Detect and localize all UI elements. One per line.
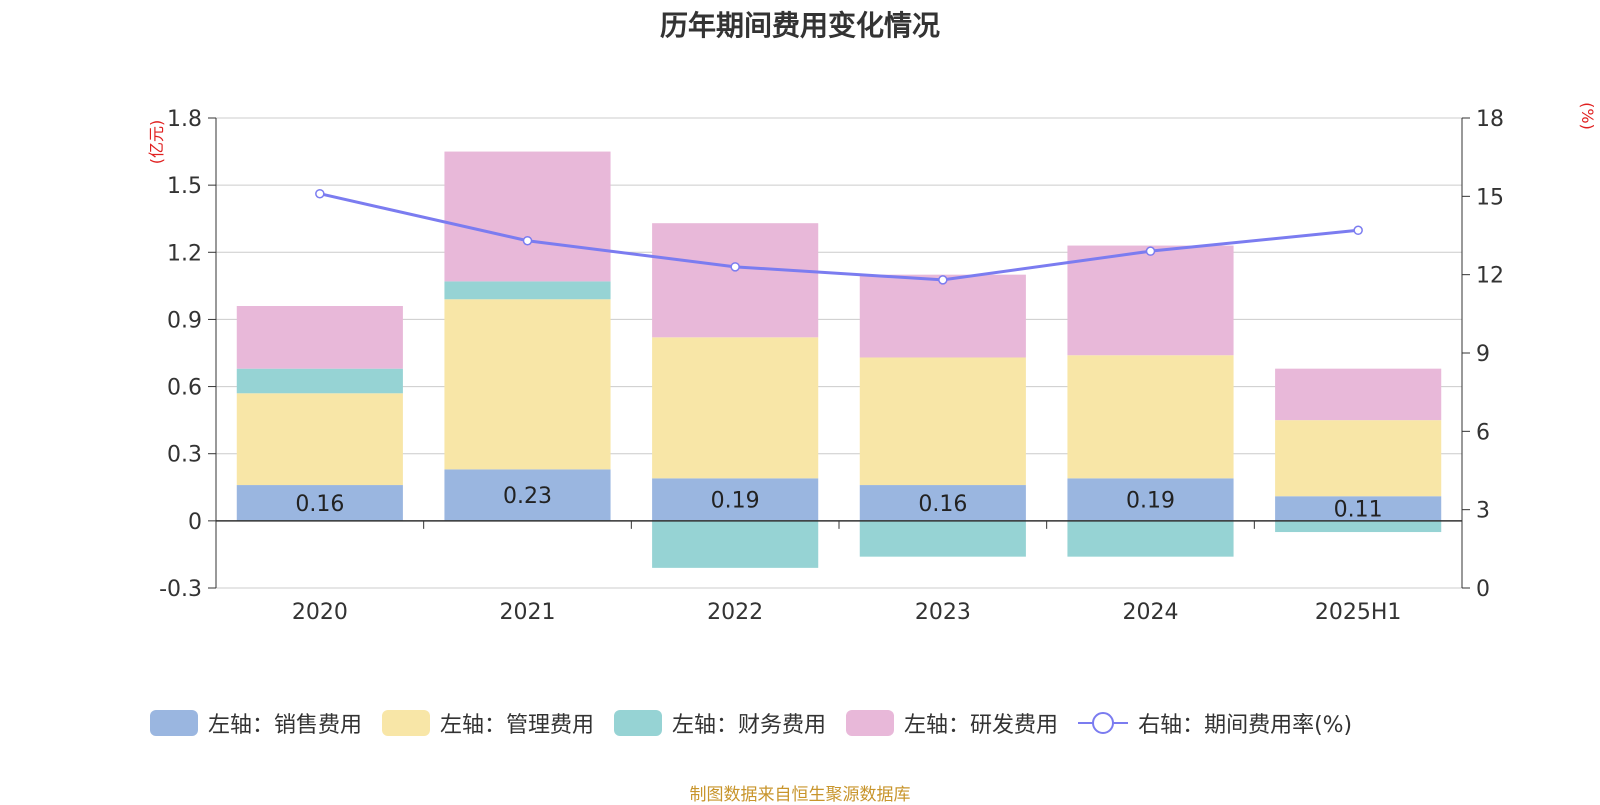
legend-label-finance: 左轴：财务费用 <box>672 713 827 738</box>
source-note: 制图数据来自恒生聚源数据库 <box>689 785 911 805</box>
right-axis-tick-label: 9 <box>1476 342 1490 367</box>
bar-segment <box>236 485 403 521</box>
bar-segment <box>1275 368 1442 421</box>
bar-segment <box>859 357 1026 486</box>
right-axis-tick-label: 0 <box>1476 577 1490 602</box>
bar-value-label: 0.16 <box>918 492 967 517</box>
bar-segment <box>859 485 1026 521</box>
bar-segment <box>652 337 819 479</box>
left-axis-tick-label: 0.9 <box>167 308 202 333</box>
bar-value-label: 0.23 <box>503 484 552 509</box>
bar-segment <box>1067 355 1234 479</box>
bar-segment <box>236 393 403 486</box>
bar-segment <box>1067 520 1234 557</box>
right-axis-tick-label: 18 <box>1476 107 1504 132</box>
expense-ratio-point <box>1353 225 1363 236</box>
legend-label-rnd: 左轴：研发费用 <box>904 713 1059 738</box>
expense-ratio-point <box>315 188 325 199</box>
bar-segment <box>444 151 611 282</box>
expense-ratio-point <box>1145 246 1156 256</box>
line-marker-icon <box>1078 712 1129 734</box>
bar-segment <box>1275 420 1442 497</box>
bar-value-label: 0.11 <box>1334 498 1383 523</box>
bar-layer <box>236 151 1442 568</box>
legend-swatch-rnd <box>846 710 895 736</box>
legend: 左轴：销售费用 左轴：管理费用 左轴：财务费用 左轴：研发费用 右轴：期间费用率… <box>150 705 1352 741</box>
bar-segment <box>444 299 611 470</box>
left-axis-unit: (亿元) <box>147 120 166 165</box>
legend-label-expense-ratio: 右轴：期间费用率(%) <box>1138 713 1353 738</box>
left-axis-tick-label: 0.6 <box>167 376 202 401</box>
bar-segment <box>236 368 403 394</box>
x-axis-tick-label: 2020 <box>292 600 348 625</box>
legend-item-finance[interactable]: 左轴：财务费用 <box>614 707 826 739</box>
bar-value-label: 0.19 <box>711 489 760 514</box>
x-axis-tick-label: 2025H1 <box>1315 600 1402 625</box>
legend-item-rnd[interactable]: 左轴：研发费用 <box>846 707 1058 739</box>
chart-plot: (亿元) (%) 1.8 1.5 1.2 0.9 0.6 0.3 0 -0.3 18 15 12 9 6… <box>147 102 1597 625</box>
bar-segment <box>1067 245 1234 356</box>
x-axis-tick-label: 2023 <box>915 600 971 625</box>
bar-segment <box>236 306 403 369</box>
bar-segment <box>1067 478 1234 521</box>
legend-swatch-finance <box>614 710 663 736</box>
legend-swatch-sales <box>150 710 198 736</box>
right-axis-tick-label: 6 <box>1476 420 1490 445</box>
left-axis-tick-label: 1.5 <box>167 174 202 199</box>
bar-segment <box>444 281 611 300</box>
chart-title: 历年期间费用变化情况 <box>659 9 940 42</box>
expense-ratio-point <box>522 235 533 246</box>
x-axis-tick-label: 2021 <box>500 600 556 625</box>
bar-segment <box>859 520 1026 557</box>
label-layer: 0.16 0.23 0.19 0.16 0.19 0.11 <box>295 484 1382 522</box>
bar-segment <box>1275 496 1442 521</box>
left-axis-tick-label: 1.2 <box>167 241 202 266</box>
legend-swatch-admin <box>382 710 431 736</box>
legend-item-sales[interactable]: 左轴：销售费用 <box>150 707 362 739</box>
bar-segment <box>652 223 819 338</box>
right-axis-tick-label: 12 <box>1476 264 1504 289</box>
left-axis-tick-label: 0.3 <box>167 443 202 468</box>
expense-ratio-line <box>319 192 1359 282</box>
legend-label-admin: 左轴：管理费用 <box>440 713 595 738</box>
left-axis-tick-label: -0.3 <box>159 577 202 602</box>
expense-ratio-point <box>938 275 948 285</box>
expense-ratio-point <box>730 262 740 272</box>
legend-label-sales: 左轴：销售费用 <box>208 713 363 738</box>
left-axis-tick-label: 0 <box>188 510 202 535</box>
bar-segment <box>859 274 1026 358</box>
x-axis-tick-label: 2024 <box>1123 600 1179 625</box>
bar-segment <box>652 520 819 568</box>
right-axis-unit: (%) <box>1578 102 1597 130</box>
legend-item-admin[interactable]: 左轴：管理费用 <box>382 707 594 739</box>
line-layer <box>315 188 1363 285</box>
x-axis-tick-label: 2022 <box>707 600 763 625</box>
right-axis-tick-label: 15 <box>1476 185 1504 210</box>
bar-segment <box>652 478 819 521</box>
right-axis-tick-label: 3 <box>1476 499 1490 524</box>
bar-value-label: 0.16 <box>295 492 344 517</box>
bar-segment <box>1275 520 1442 533</box>
left-axis-tick-label: 1.8 <box>167 107 202 132</box>
bar-value-label: 0.19 <box>1126 489 1175 514</box>
axis-layer: 1.8 1.5 1.2 0.9 0.6 0.3 0 -0.3 18 15 12 9 6 3 0 2020 202… <box>159 107 1504 625</box>
bar-segment <box>444 469 611 521</box>
legend-item-expense-ratio[interactable]: 右轴：期间费用率(%) <box>1078 707 1352 739</box>
